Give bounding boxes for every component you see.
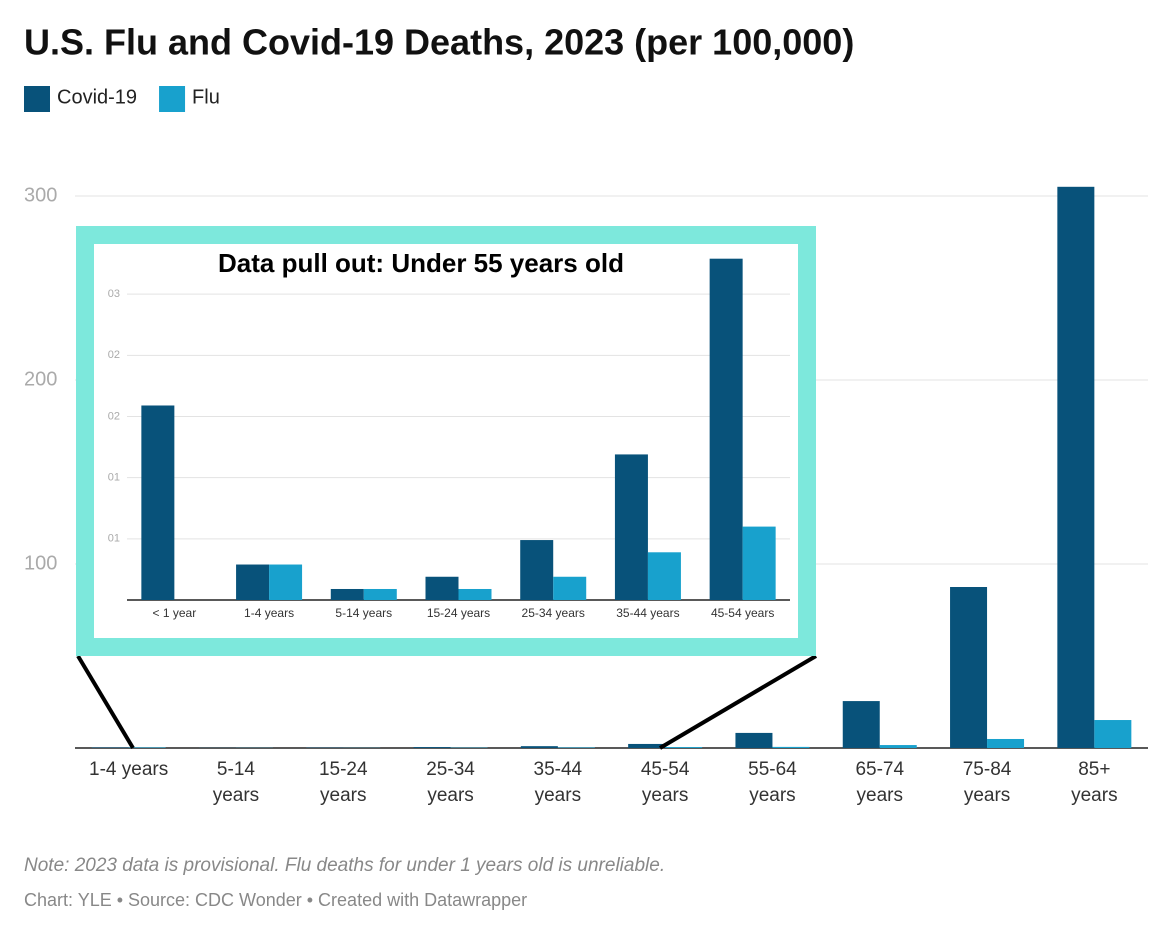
- credit: Chart: YLE • Source: CDC Wonder • Create…: [24, 890, 527, 910]
- y-tick-label: 300: [24, 184, 57, 206]
- note: Note: 2023 data is provisional. Flu deat…: [24, 855, 665, 876]
- legend-swatch: [24, 86, 50, 112]
- inset-title: Data pull out: Under 55 years old: [218, 248, 624, 278]
- x-tick-label: 55-64 years: [748, 759, 797, 806]
- bar: [647, 552, 681, 600]
- y-tick-label: 01: [108, 533, 120, 545]
- bar: [141, 405, 175, 600]
- bar: [520, 746, 558, 748]
- bar: [735, 732, 773, 748]
- bar: [772, 746, 810, 748]
- x-tick-label: 15-24 years: [427, 606, 490, 620]
- chart-title: U.S. Flu and Covid-19 Deaths, 2023 (per …: [24, 22, 854, 63]
- x-tick-label: 35-44 years: [616, 606, 679, 620]
- x-tick-label: 5-14 years: [212, 759, 260, 806]
- x-tick-label: 15-24 years: [318, 759, 368, 806]
- y-tick-label: 02: [108, 410, 120, 422]
- x-tick-label: 75-84 years: [962, 759, 1012, 806]
- x-tick-label: 45-54 years: [711, 606, 774, 620]
- y-tick-label: 02: [108, 349, 120, 361]
- bar: [950, 587, 988, 748]
- bar: [842, 701, 880, 748]
- legend-label: Flu: [192, 86, 220, 108]
- x-tick-label: 1-4 years: [89, 759, 169, 780]
- y-tick-label: 200: [24, 368, 57, 390]
- legend-label: Covid-19: [57, 86, 137, 108]
- bar: [1094, 720, 1132, 748]
- bar: [879, 745, 917, 748]
- x-tick-label: 35-44 years: [533, 759, 583, 806]
- bar: [520, 540, 554, 600]
- bar: [557, 747, 595, 748]
- connector: [658, 654, 818, 750]
- bar: [236, 564, 270, 600]
- legend-swatch: [159, 86, 186, 112]
- bar: [413, 747, 451, 748]
- y-tick-label: 100: [24, 552, 57, 574]
- y-tick-label: 01: [108, 472, 120, 484]
- x-tick-label: 1-4 years: [244, 606, 294, 620]
- x-tick-label: 25-34 years: [522, 606, 585, 620]
- main-plot: 100 200 300: [24, 184, 1148, 749]
- bar: [269, 564, 303, 600]
- connector: [76, 654, 135, 750]
- bar: [553, 576, 587, 600]
- bar: [458, 588, 492, 600]
- bar: [628, 743, 666, 748]
- bar: [363, 588, 397, 600]
- x-tick-label: < 1 year: [153, 606, 197, 620]
- x-tick-label: 45-54 years: [640, 759, 690, 806]
- bar: [742, 526, 776, 600]
- bar: [330, 588, 364, 600]
- x-tick-label: 5-14 years: [335, 606, 392, 620]
- bar: [614, 454, 648, 600]
- x-tick-label: 85+ years: [1071, 759, 1118, 806]
- bar: [425, 576, 459, 600]
- inset-plot: 01 01 02 02 03 < 1 year 1-4 years 5-14 years 15-…: [108, 258, 790, 620]
- bar: [1057, 186, 1095, 749]
- bar: [987, 738, 1025, 748]
- bar: [709, 258, 743, 600]
- x-tick-label: 25-34 years: [426, 759, 475, 806]
- bar: [91, 747, 129, 748]
- y-tick-label: 03: [108, 288, 120, 300]
- x-tick-label: 65-74 years: [855, 759, 905, 806]
- bar: [665, 747, 703, 748]
- bar: [128, 747, 166, 748]
